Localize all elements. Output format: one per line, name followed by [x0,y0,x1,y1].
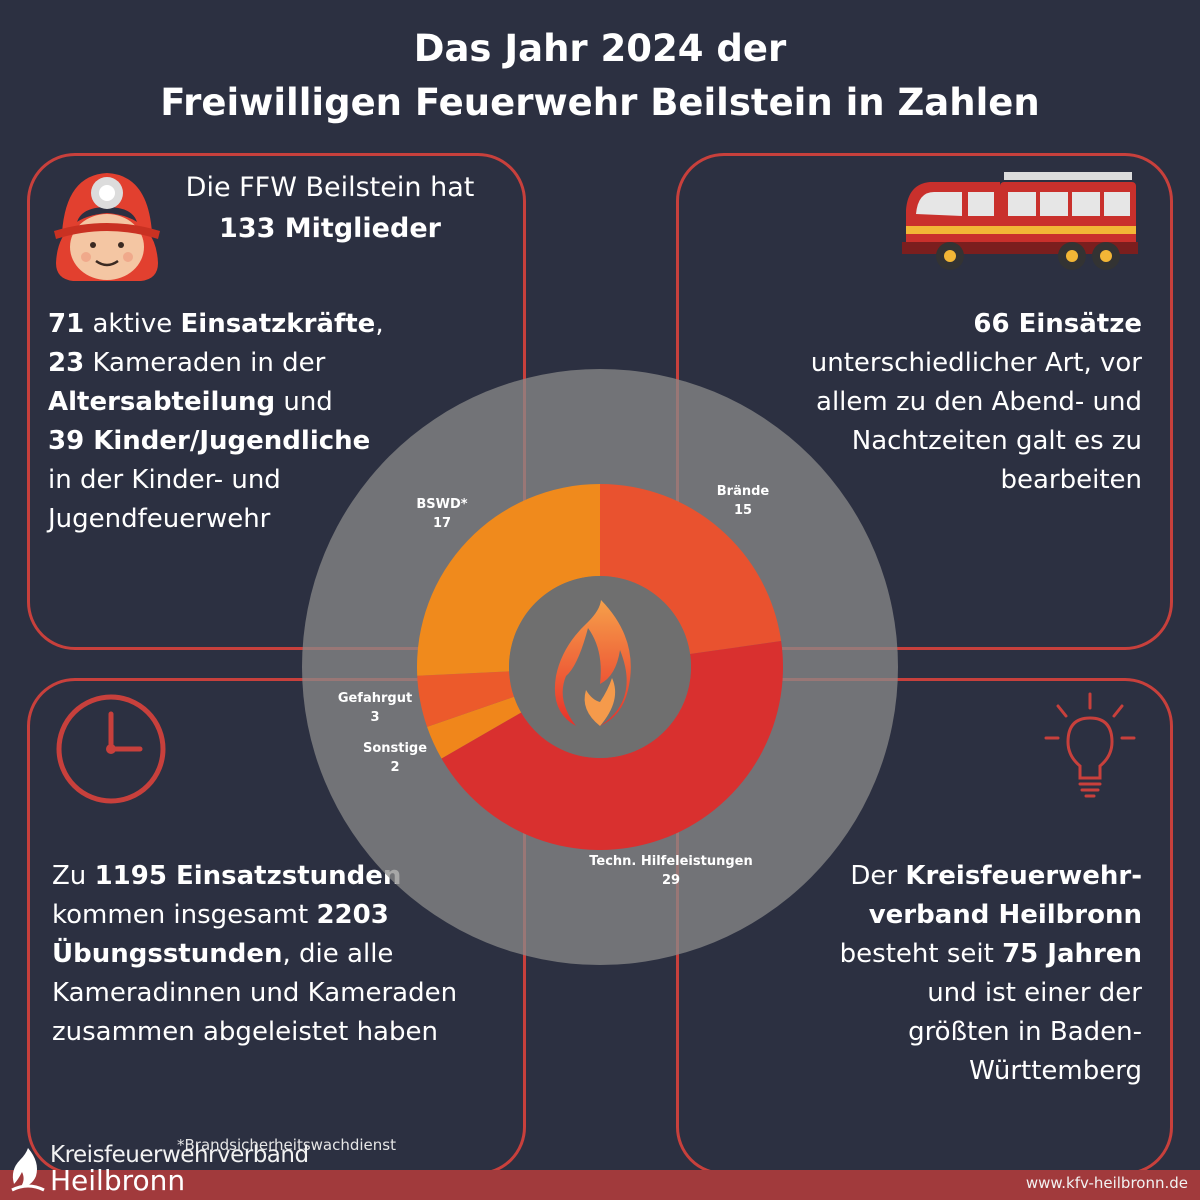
footnote: *Brandsicherheitswachdienst [177,1136,396,1154]
forces-text: 71 aktive Einsatzkräfte, 23 Kameraden in… [48,309,384,534]
slice-2 [427,696,522,759]
firefighter-icon [54,173,160,281]
lightbulb-icon [1044,692,1136,798]
slice-label-1: Techn. Hilfeleistungen [589,854,752,869]
slice-value-3: 3 [370,710,379,725]
hours-text: Zu 1195 Einsatzstunden kommen insgesamt … [52,861,458,1047]
missions-text: 66 Einsätze unterschiedlicher Art, vor a… [810,309,1142,495]
members-count: 133 Mitglieder [219,213,441,244]
members-text: Die FFW Beilstein hat 133 Mitglieder [150,167,510,249]
title-line-2: Freiwilligen Feuerwehr Beilstein in Zahl… [160,81,1040,124]
slice-value-2: 2 [390,760,399,775]
slice-value-0: 15 [734,503,752,518]
slice-label-2: Sonstige [363,741,427,756]
clock-icon [56,694,166,804]
slice-3 [417,671,515,727]
page-title: Das Jahr 2024 der Freiwilligen Feuerwehr… [0,22,1200,130]
slice-label-4: BSWD* [416,497,467,512]
association-text: Der Kreisfeuerwehr- verband Heilbronn be… [839,861,1142,1086]
fire-truck-icon [902,172,1138,270]
chart-slice-labels: Brände 15 Techn. Hilfeleistungen 29 Sonstige… [338,484,770,888]
logo-icon [11,1148,45,1192]
flame-icon [554,600,631,726]
chart-hole [509,576,691,758]
slice-0 [600,484,782,655]
logo-line-1: Kreisfeuerwehrverband [50,1142,309,1168]
website-link[interactable]: www.kfv-heilbronn.de [1025,1174,1188,1192]
slice-4 [417,483,600,676]
slice-1 [441,640,783,850]
slice-value-1: 29 [662,873,680,888]
missions-count: 66 Einsätze [973,309,1142,339]
slice-value-4: 17 [433,516,451,531]
footer-bar [0,1170,1200,1200]
slice-label-3: Gefahrgut [338,691,412,706]
slice-label-0: Brände [717,484,770,499]
title-line-1: Das Jahr 2024 der [413,27,787,70]
logo-line-2: Heilbronn [50,1164,186,1197]
members-intro: Die FFW Beilstein hat [185,172,475,203]
kfv-logo: Kreisfeuerwehrverband Heilbronn [10,1138,310,1198]
chart-slices [417,483,783,850]
